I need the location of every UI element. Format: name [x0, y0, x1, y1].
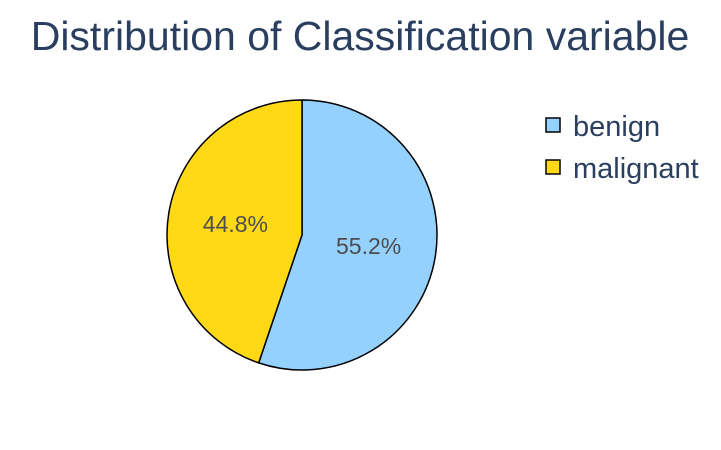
legend-item-malignant[interactable]: malignant [545, 153, 699, 185]
pie-slices [166, 99, 438, 371]
chart-title: Distribution of Classification variable [31, 13, 690, 59]
legend: benign malignant [545, 111, 699, 185]
pie-slice-malignant[interactable] [166, 99, 303, 364]
slice-label-benign: 55.2% [336, 233, 401, 259]
legend-swatch-malignant [545, 159, 561, 175]
legend-label-benign: benign [573, 111, 660, 143]
pie-slice-labels: 55.2% 44.8% [203, 211, 401, 259]
legend-label-malignant: malignant [573, 153, 699, 185]
pie-slice-benign[interactable] [257, 99, 438, 371]
slice-label-malignant: 44.8% [203, 211, 268, 237]
legend-swatch-benign [545, 117, 561, 133]
legend-item-benign[interactable]: benign [545, 111, 660, 143]
